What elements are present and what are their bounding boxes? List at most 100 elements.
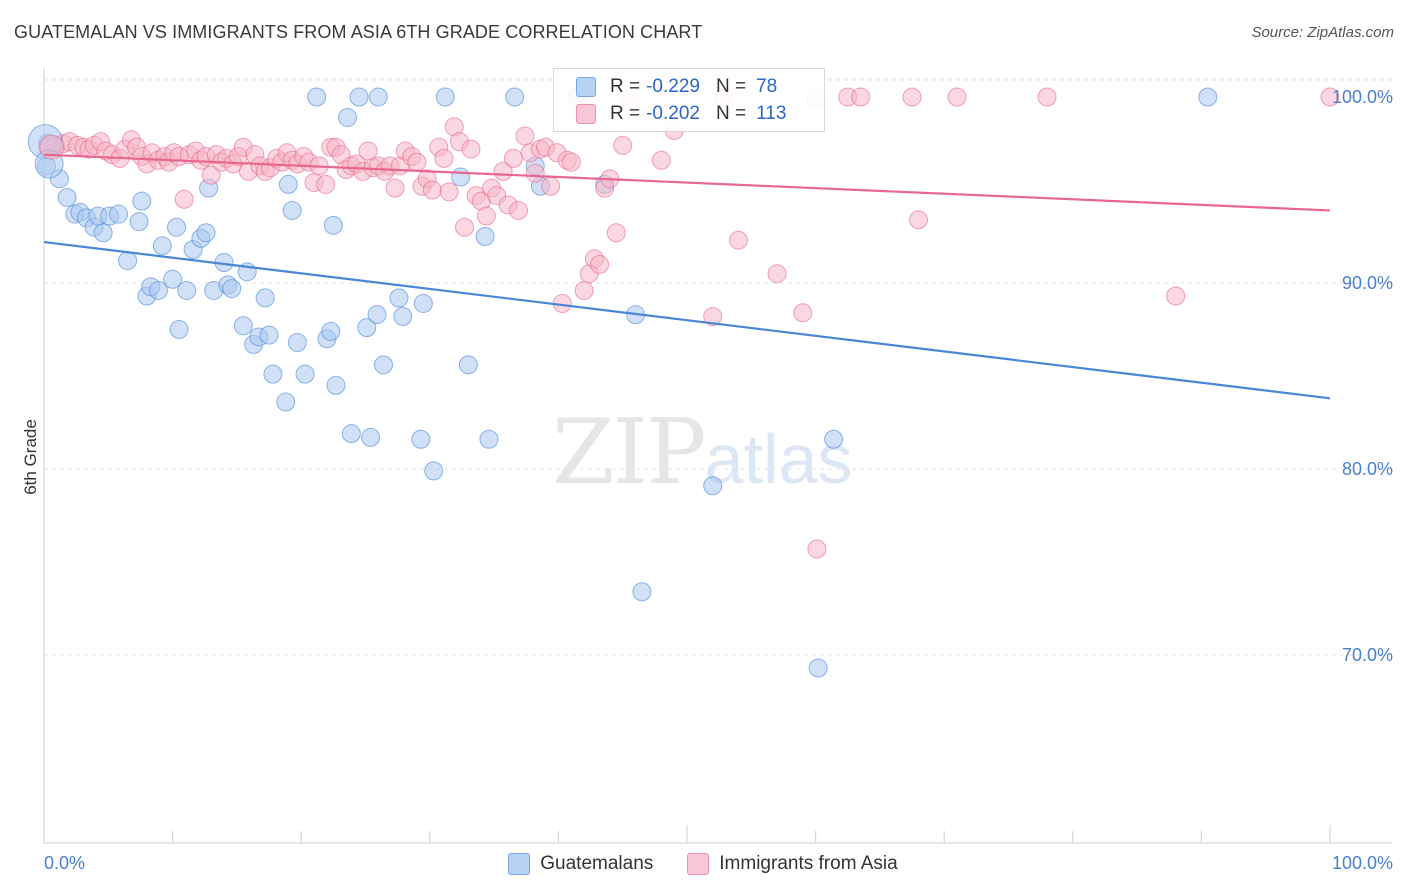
- guatemalan-point: [287, 333, 307, 353]
- asia-immigrant-point: [316, 174, 336, 194]
- asia-immigrant-point-large: [39, 134, 65, 160]
- asia-immigrant-point: [1320, 87, 1340, 107]
- asia-immigrant-point: [201, 165, 221, 185]
- asia-immigrant-point: [515, 126, 535, 146]
- asia-immigrant-point: [422, 180, 442, 200]
- axis-labels: 70.0% 80.0% 90.0% 100.0% 0.0% 100.0% 6th Grade: [21, 87, 1393, 873]
- guatemalan-point: [458, 355, 478, 375]
- asia-immigrant-point: [509, 200, 529, 220]
- asia-immigrant-point: [476, 206, 496, 226]
- guatemalan-point: [479, 429, 499, 449]
- legend-label: Guatemalans: [540, 853, 654, 874]
- x-tick-label: 100.0%: [1332, 853, 1393, 873]
- guatemalan-point: [374, 355, 394, 375]
- y-tick-label: 90.0%: [1342, 273, 1393, 293]
- trend-lines: [43, 153, 1331, 400]
- legend-label: Immigrants from Asia: [719, 853, 898, 874]
- guatemalan-point: [278, 174, 298, 194]
- stats-legend: R = -0.229 N = 78 R = -0.202 N = 113: [553, 68, 825, 132]
- guatemalan-point: [169, 320, 189, 339]
- asia-immigrant-point: [606, 223, 626, 243]
- guatemalan-point: [321, 321, 341, 341]
- guatemalan-point: [282, 200, 302, 220]
- asia-immigrant-point: [793, 303, 813, 323]
- asia-immigrant-point: [439, 182, 459, 202]
- legend-r-label: R =: [610, 103, 641, 124]
- legend-swatch-pink: [687, 853, 710, 875]
- legend-n-value: 78: [756, 76, 778, 97]
- asia-immigrant-point: [1166, 286, 1186, 306]
- guatemalan-point: [118, 251, 138, 271]
- guatemalan-point: [109, 204, 129, 224]
- guatemalan-point: [341, 424, 361, 444]
- guatemalan-point: [255, 288, 275, 308]
- asia-immigrant-point: [434, 148, 454, 168]
- asia-immigrant-trend-line: [43, 153, 1331, 212]
- legend-row-asia: R = -0.202 N = 113: [576, 101, 786, 127]
- y-tick-label: 80.0%: [1342, 459, 1393, 479]
- legend-n-label: N =: [715, 76, 747, 97]
- guatemalan-point: [326, 375, 346, 395]
- guatemalan-point: [295, 364, 315, 384]
- guatemalan-point: [259, 325, 279, 345]
- guatemalan-point: [393, 306, 413, 326]
- guatemalan-point: [413, 293, 433, 313]
- legend-r-label: R =: [610, 76, 641, 97]
- asia-immigrant-point: [541, 176, 561, 196]
- guatemalan-point: [222, 279, 242, 299]
- series-legend: Guatemalans Immigrants from Asia: [0, 851, 1406, 877]
- guatemalan-point: [389, 288, 409, 308]
- asia-immigrant-point: [503, 148, 523, 168]
- guatemalan-point: [152, 236, 172, 256]
- legend-r-value: -0.229: [646, 76, 700, 97]
- guatemalan-point: [307, 87, 327, 107]
- legend-n-label: N =: [715, 103, 747, 124]
- asia-immigrant-point: [767, 264, 787, 284]
- guatemalan-point: [824, 429, 844, 449]
- axes: [43, 68, 1392, 844]
- guatemalan-point: [411, 429, 431, 449]
- y-tick-label: 70.0%: [1342, 645, 1393, 665]
- asia-immigrant-point: [385, 178, 405, 198]
- guatemalan-point: [166, 217, 186, 237]
- chart-title: GUATEMALAN VS IMMIGRANTS FROM ASIA 6TH G…: [14, 22, 703, 42]
- data-points: [27, 87, 1340, 678]
- guatemalan-point: [323, 215, 343, 235]
- asia-immigrant-point: [493, 161, 513, 181]
- guatemalan-point: [163, 269, 183, 289]
- legend-item-immigrants-from-asia[interactable]: Immigrants from Asia: [687, 851, 898, 877]
- guatemalan-point: [129, 212, 149, 232]
- legend-swatch-pink: [576, 104, 596, 124]
- guatemalan-point: [177, 280, 197, 300]
- guatemalan-point: [808, 658, 828, 678]
- chart-source: Source: ZipAtlas.com: [1251, 24, 1394, 41]
- legend-n-value: 113: [756, 103, 787, 124]
- guatemalan-point: [337, 107, 357, 127]
- legend-item-guatemalans[interactable]: Guatemalans: [508, 851, 653, 877]
- asia-immigrant-point: [461, 139, 481, 159]
- guatemalan-point: [57, 187, 77, 207]
- asia-immigrant-point: [908, 210, 928, 230]
- guatemalan-point: [276, 392, 296, 412]
- guatemalan-point: [349, 87, 369, 107]
- asia-immigrant-point: [574, 280, 594, 300]
- asia-immigrant-point: [1037, 87, 1057, 107]
- asia-immigrant-point: [613, 135, 633, 155]
- legend-swatch-blue: [576, 77, 596, 97]
- legend-swatch-blue: [508, 853, 531, 875]
- legend-r-value: -0.202: [646, 103, 700, 124]
- guatemalan-point: [451, 167, 471, 187]
- guatemalan-point: [93, 223, 113, 243]
- guatemalan-point: [475, 227, 495, 246]
- asia-immigrant-point: [407, 152, 427, 172]
- asia-immigrant-point: [703, 306, 723, 326]
- guatemalan-point: [703, 476, 723, 496]
- guatemalan-point: [233, 316, 253, 336]
- asia-immigrant-point: [807, 539, 827, 559]
- guatemalan-point: [263, 364, 283, 384]
- asia-immigrant-point: [651, 150, 671, 170]
- y-tick-label: 100.0%: [1332, 87, 1393, 107]
- guatemalan-trend-line: [43, 240, 1331, 400]
- watermark-main: ZIP: [552, 400, 707, 505]
